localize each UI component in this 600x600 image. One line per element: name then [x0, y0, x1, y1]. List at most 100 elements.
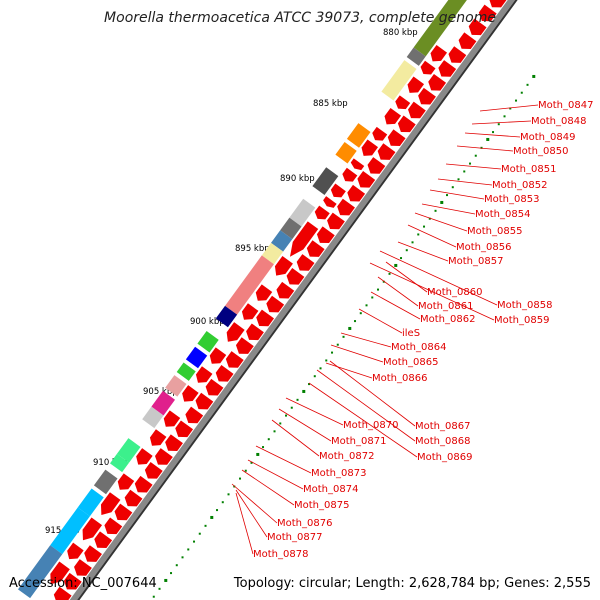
forward-cds-track [53, 0, 507, 600]
tick-mark [170, 572, 173, 575]
tick-mark [400, 257, 403, 260]
tick-mark [273, 430, 276, 433]
tick-mark [244, 469, 247, 472]
tick-mark [382, 280, 385, 283]
cog-block [165, 375, 187, 397]
forward-cds-arrow [195, 392, 214, 410]
cog-block [280, 217, 302, 240]
gene-leader-line [421, 203, 476, 215]
tick-mark [187, 548, 190, 551]
gene-leader-line [308, 382, 418, 458]
tick-mark [532, 74, 536, 78]
forward-cds-arrow [175, 420, 194, 438]
tick-mark [428, 217, 431, 220]
gene-label: Moth_0854 [475, 209, 530, 220]
backbone-layer [69, 0, 518, 600]
gene-label: Moth_0852 [492, 180, 547, 191]
tick-mark [290, 406, 293, 409]
cog-block [289, 198, 316, 227]
reverse-cds-arrow [314, 205, 330, 220]
tick-mark [313, 375, 316, 378]
reverse-cds-arrow [274, 256, 293, 276]
forward-cds-arrow [266, 295, 285, 313]
gene-label: Moth_0855 [467, 226, 522, 237]
gene-leader-line [235, 489, 268, 538]
tick-mark [302, 389, 306, 393]
cog-block [151, 390, 176, 416]
forward-cds-arrow [144, 462, 163, 479]
forward-cds-arrow [256, 309, 275, 327]
gene-label: Moth_0860 [427, 287, 482, 298]
forward-cds-arrow [327, 212, 345, 230]
tick-mark [221, 501, 224, 504]
tick-mark [365, 304, 368, 307]
tick-mark [463, 170, 466, 173]
tick-mark [411, 241, 414, 244]
tick-mark [457, 178, 460, 181]
gene-leader-line [471, 120, 532, 125]
cog-block [335, 142, 357, 164]
reverse-cds-arrow [226, 322, 245, 342]
forward-cds-arrow [276, 281, 295, 299]
tick-mark [474, 154, 477, 157]
forward-cds-arrow [205, 378, 224, 396]
reverse-cds-arrow [395, 95, 411, 110]
gene-leader-line [255, 445, 312, 474]
reverse-cds-arrow [136, 448, 153, 465]
reverse-cds-arrow [330, 183, 346, 198]
reverse-cds-track [50, 44, 448, 585]
cog-block [215, 305, 238, 328]
cog-block [116, 438, 141, 463]
gene-label: Moth_0873 [311, 468, 366, 479]
tick-mark [164, 578, 168, 582]
gene-label: Moth_0858 [497, 300, 552, 311]
tick-mark [388, 272, 391, 275]
gene-label: Moth_0857 [448, 256, 503, 267]
gene-label: Moth_0862 [420, 314, 475, 325]
cog-block [50, 507, 90, 555]
forward-cds-arrow [448, 46, 467, 63]
gene-leader-line [231, 483, 278, 524]
tick-mark [423, 225, 426, 228]
forward-cds-arrow [155, 448, 173, 465]
tick-mark [359, 312, 362, 315]
gene-leader-line [369, 262, 495, 321]
reverse-cds-arrow [149, 429, 167, 446]
forward-cds-arrow [418, 87, 436, 105]
gene-label: Moth_0872 [319, 451, 374, 462]
tick-mark [319, 367, 322, 370]
forward-cds-arrow [438, 60, 457, 77]
gene-leader-line [358, 308, 403, 334]
forward-cds-arrow [225, 351, 244, 368]
gene-leader-line [330, 344, 384, 363]
gene-leader-line [316, 369, 416, 442]
cog-block [185, 346, 208, 369]
genome-summary-text: Topology: circular; Length: 2,628,784 bp… [233, 576, 591, 591]
gene-label: Moth_0848 [531, 116, 586, 127]
tick-mark [394, 263, 398, 267]
reverse-cds-arrow [420, 60, 436, 75]
tick-mark [440, 200, 444, 204]
gene-leader-line [407, 224, 457, 248]
reverse-cds-arrow [350, 158, 365, 171]
forward-cds-arrow [458, 32, 477, 50]
gene-label: Moth_0869 [417, 452, 472, 463]
reverse-cds-arrow [67, 542, 84, 560]
cog-block [346, 123, 371, 148]
gene-label: Moth_0851 [501, 164, 556, 175]
gene-leader-line [241, 469, 295, 506]
cog-block [110, 453, 130, 473]
forward-cds-arrow [74, 559, 92, 576]
gene-label: Moth_0878 [253, 549, 308, 560]
gene-label: Moth_0876 [277, 518, 332, 529]
accession-text: Accession: NC_007644 [9, 576, 157, 591]
tick-mark [285, 414, 288, 417]
tick-mark [325, 359, 328, 362]
tick-mark [336, 343, 339, 346]
reverse-cds-arrow [117, 473, 135, 490]
gene-label: Moth_0847 [538, 100, 593, 111]
tick-mark [279, 422, 282, 425]
gene-leader-line [377, 276, 419, 307]
reverse-cds-arrow [195, 366, 213, 383]
tick-mark [175, 564, 178, 567]
